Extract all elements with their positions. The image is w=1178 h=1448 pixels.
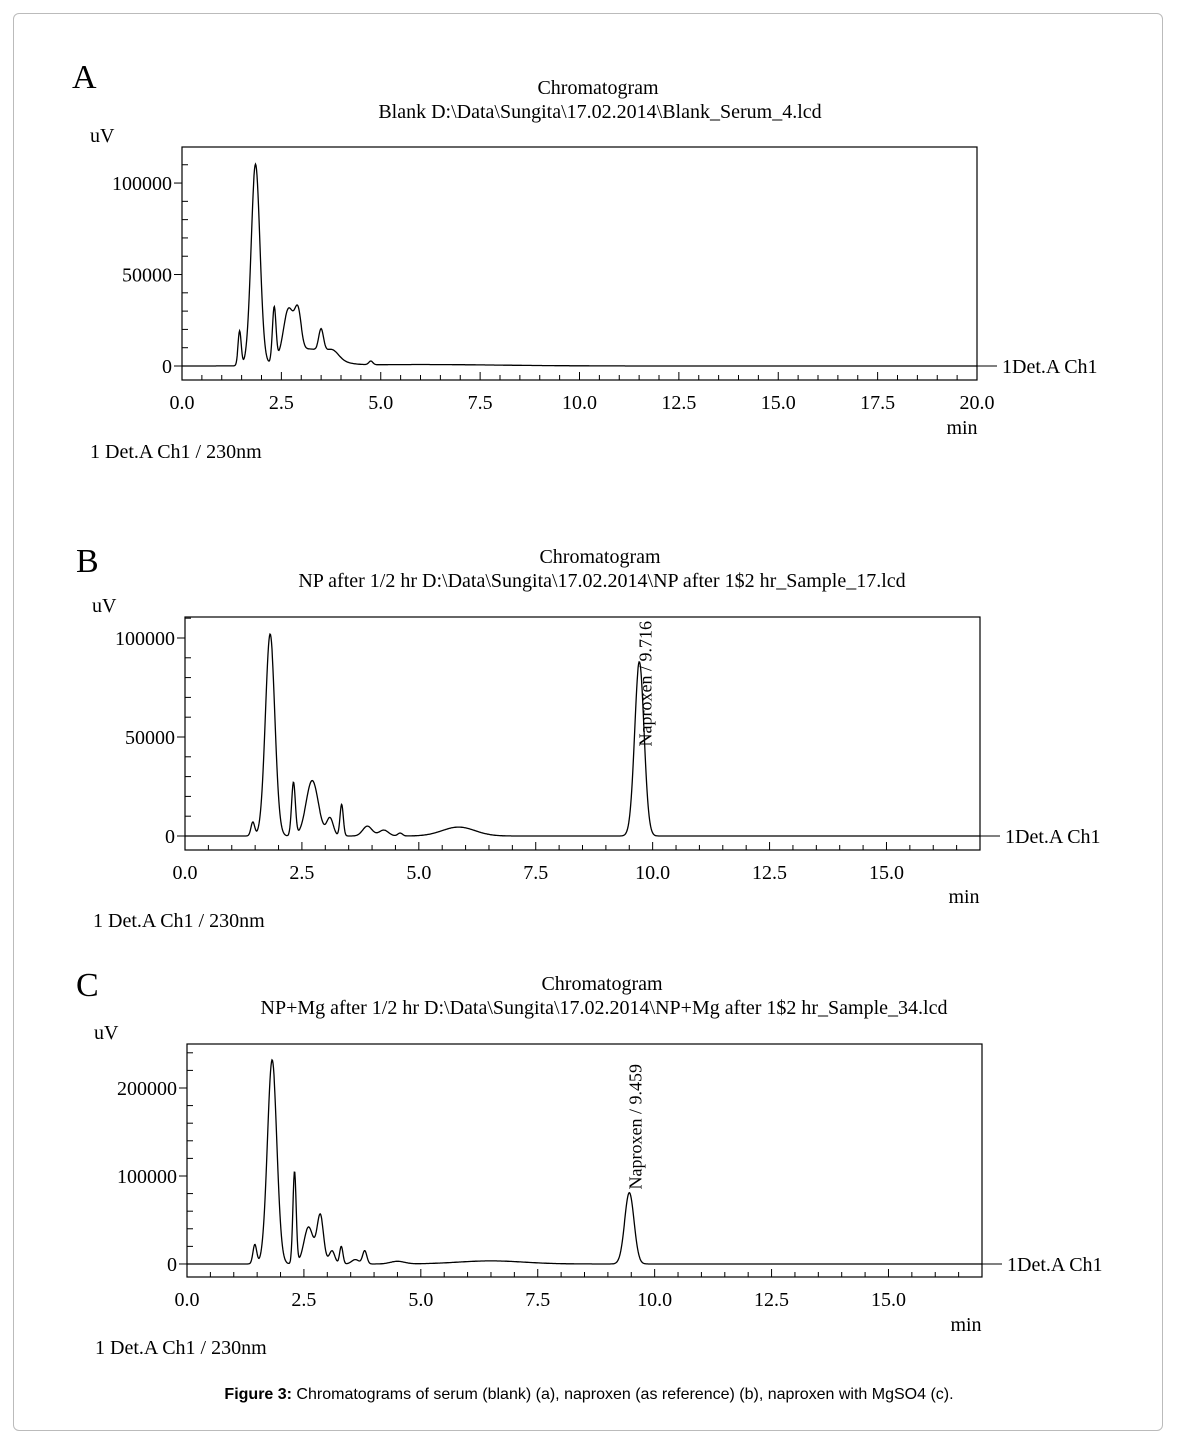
figure-frame <box>13 13 1163 1431</box>
panel-letter: C <box>76 967 99 1004</box>
chart-title: Chromatogram <box>541 973 663 995</box>
plot-area <box>181 146 978 381</box>
y-tick-label: 0 <box>167 1254 177 1276</box>
peak-annotation: Naproxen / 9.459 <box>625 1064 645 1189</box>
y-tick-label: 100000 <box>115 628 175 650</box>
chart-title: Chromatogram <box>539 546 661 568</box>
x-tick-label: 12.5 <box>661 392 696 414</box>
x-tick-label: 15.0 <box>871 1289 906 1311</box>
y-axis-label: uV <box>94 1022 119 1044</box>
x-tick-label: 0.0 <box>170 392 195 414</box>
chromatogram-trace <box>187 1058 982 1265</box>
y-tick-label: 100000 <box>117 1166 177 1188</box>
chart-title: Chromatogram <box>537 77 659 99</box>
y-tick-label: 50000 <box>122 265 172 287</box>
detector-legend: 1 Det.A Ch1 / 230nm <box>90 441 262 463</box>
panel-letter: A <box>72 59 97 96</box>
trace-label: 1Det.A Ch1 <box>1007 1254 1103 1276</box>
y-tick-label: 100000 <box>112 173 172 195</box>
x-tick-label: 5.0 <box>368 392 393 414</box>
chart-subtitle: Blank D:\Data\Sungita\17.02.2014\Blank_S… <box>378 101 821 123</box>
x-tick-label: 10.0 <box>635 862 670 884</box>
x-tick-label: 0.0 <box>175 1289 200 1311</box>
chromatogram-trace <box>182 162 977 367</box>
figure-caption: Figure 3: Chromatograms of serum (blank)… <box>0 1386 1178 1404</box>
trace-label: 1Det.A Ch1 <box>1002 356 1098 378</box>
x-axis-label: min <box>950 1314 981 1336</box>
x-tick-label: 10.0 <box>562 392 597 414</box>
x-axis-label: min <box>946 417 977 439</box>
x-tick-label: 7.5 <box>468 392 493 414</box>
x-tick-label: 10.0 <box>637 1289 672 1311</box>
x-tick-label: 5.0 <box>406 862 431 884</box>
x-tick-label: 5.0 <box>408 1289 433 1311</box>
peak-annotation: Naproxen / 9.716 <box>635 621 655 746</box>
caption-text: Chromatograms of serum (blank) (a), napr… <box>291 1386 954 1403</box>
chart-subtitle: NP after 1/2 hr D:\Data\Sungita\17.02.20… <box>298 570 905 592</box>
x-tick-label: 2.5 <box>291 1289 316 1311</box>
x-tick-label: 12.5 <box>754 1289 789 1311</box>
plot-area <box>186 1043 983 1278</box>
x-tick-label: 17.5 <box>860 392 895 414</box>
detector-legend: 1 Det.A Ch1 / 230nm <box>93 910 265 932</box>
x-tick-label: 7.5 <box>523 862 548 884</box>
x-tick-label: 15.0 <box>761 392 796 414</box>
y-tick-label: 0 <box>162 356 172 378</box>
y-axis-label: uV <box>90 125 115 147</box>
caption-label: Figure 3: <box>224 1386 292 1403</box>
x-tick-label: 2.5 <box>269 392 294 414</box>
x-tick-label: 2.5 <box>289 862 314 884</box>
detector-legend: 1 Det.A Ch1 / 230nm <box>95 1337 267 1359</box>
x-tick-label: 20.0 <box>960 392 995 414</box>
y-axis-label: uV <box>92 595 117 617</box>
panel-letter: B <box>76 543 99 580</box>
trace-label: 1Det.A Ch1 <box>1005 826 1101 848</box>
x-axis-label: min <box>948 886 979 908</box>
chart-subtitle: NP+Mg after 1/2 hr D:\Data\Sungita\17.02… <box>261 997 948 1019</box>
x-tick-label: 0.0 <box>173 862 198 884</box>
y-tick-label: 50000 <box>125 727 175 749</box>
y-tick-label: 200000 <box>117 1078 177 1100</box>
y-tick-label: 0 <box>165 826 175 848</box>
chromatogram-trace <box>185 632 980 837</box>
x-tick-label: 15.0 <box>869 862 904 884</box>
x-tick-label: 7.5 <box>525 1289 550 1311</box>
x-tick-label: 12.5 <box>752 862 787 884</box>
